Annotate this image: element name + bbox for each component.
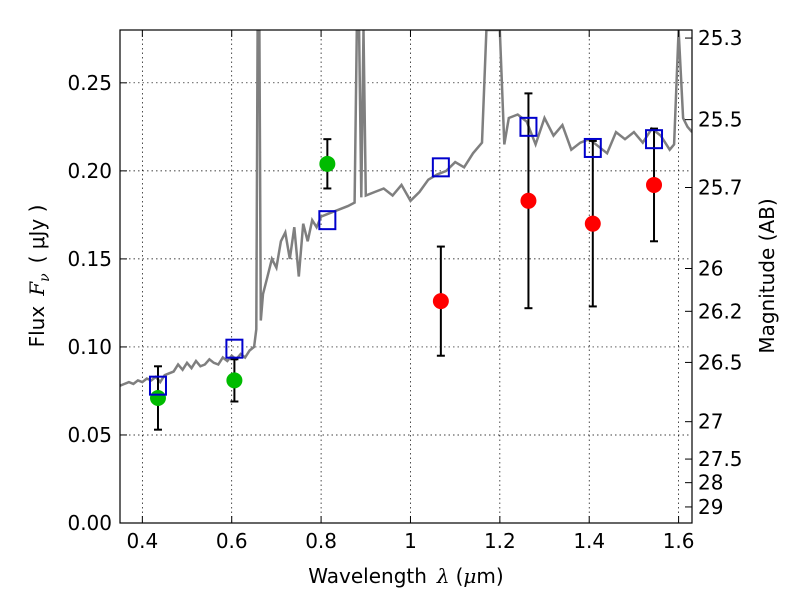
magnitude-tick-label: 29 <box>698 495 723 519</box>
marker-layer <box>148 116 664 406</box>
x-tick-label: 1 <box>404 529 417 553</box>
y-axis-label: FluxFν( μJy ) <box>25 205 53 348</box>
model-spectrum-line <box>120 30 692 387</box>
green-data-point <box>319 155 336 172</box>
blue-model-square <box>645 129 664 150</box>
magnitude-tick-label: 26 <box>698 256 723 280</box>
magnitude-tick-label: 28 <box>698 471 723 495</box>
x-tick-label: 0.4 <box>126 529 158 553</box>
y-tick-label: 0.25 <box>67 71 112 95</box>
magnitude-tick-label: 25.3 <box>698 26 743 50</box>
magnitude-axis-label: Magnitude (AB) <box>755 198 779 353</box>
plot-frame <box>119 29 693 524</box>
blue-model-square <box>431 157 450 178</box>
blue-model-square <box>519 116 538 137</box>
y-tick-label: 0.00 <box>67 511 112 535</box>
x-axis-ticks: 0.4 0.6 0.8 1 1.2 1.4 1.6 <box>126 30 695 553</box>
magnitude-tick-label: 27.5 <box>698 447 743 471</box>
y-tick-label: 0.20 <box>67 159 112 183</box>
y-tick-label: 0.15 <box>67 247 112 271</box>
green-data-point <box>149 389 166 406</box>
y-axis-ticks: 0.00 0.05 0.10 0.15 0.20 0.25 <box>67 71 127 535</box>
magnitude-tick-label: 25.7 <box>698 176 743 200</box>
x-tick-label: 1.2 <box>484 529 516 553</box>
green-data-point <box>226 372 243 389</box>
blue-model-square <box>148 375 167 396</box>
red-data-point <box>584 215 601 232</box>
x-tick-label: 1.6 <box>663 529 695 553</box>
y-tick-label: 0.10 <box>67 335 112 359</box>
red-data-point <box>646 176 663 193</box>
blue-model-square <box>318 210 337 231</box>
magnitude-tick-label: 27 <box>698 410 723 434</box>
blue-model-square <box>583 137 602 158</box>
x-tick-label: 0.8 <box>305 529 337 553</box>
blue-model-square <box>225 338 244 359</box>
y-tick-label: 0.05 <box>67 423 112 447</box>
red-data-point <box>520 192 537 209</box>
magnitude-tick-label: 25.5 <box>698 108 743 132</box>
x-axis-label: Wavelength λ (μm) <box>308 564 503 588</box>
grid-layer <box>120 30 692 523</box>
spectrum-layer <box>120 30 692 387</box>
x-tick-label: 1.4 <box>573 529 605 553</box>
x-tick-label: 0.6 <box>216 529 248 553</box>
magnitude-tick-label: 26.2 <box>698 299 743 323</box>
red-data-point <box>432 293 449 310</box>
magnitude-tick-label: 26.5 <box>698 350 743 374</box>
